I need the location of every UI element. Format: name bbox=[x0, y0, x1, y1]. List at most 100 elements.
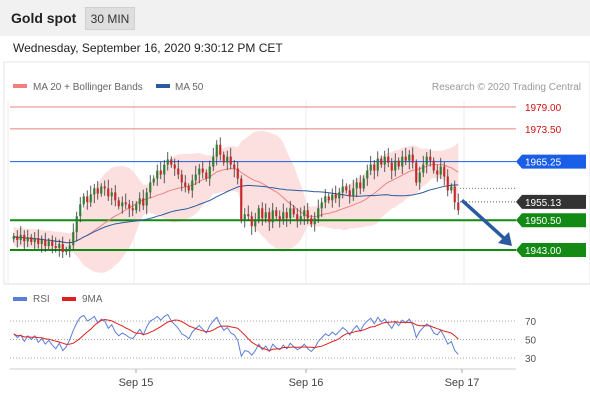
x-tick-label: Sep 15 bbox=[119, 377, 154, 389]
candle-body bbox=[152, 178, 155, 183]
ma50-legend-swatch bbox=[156, 84, 170, 88]
instrument-title: Gold spot bbox=[11, 10, 77, 26]
candle-body bbox=[331, 194, 334, 201]
candle-body bbox=[429, 156, 432, 161]
candle-body bbox=[443, 166, 446, 177]
candles bbox=[12, 137, 460, 258]
candle-body bbox=[47, 241, 50, 247]
forecast-arrow-head bbox=[498, 232, 512, 247]
candle-body bbox=[411, 154, 414, 163]
candle-body bbox=[121, 202, 124, 207]
candle-body bbox=[422, 164, 425, 173]
candle-body bbox=[313, 218, 316, 225]
candle-body bbox=[394, 160, 397, 171]
candle-body bbox=[75, 216, 78, 233]
candle-body bbox=[170, 159, 173, 165]
candle-body bbox=[212, 156, 215, 167]
rsi-ma-line bbox=[13, 318, 459, 352]
candle-body bbox=[51, 241, 54, 247]
candle-body bbox=[453, 186, 456, 203]
candle-body bbox=[425, 156, 428, 165]
candle-body bbox=[156, 170, 159, 179]
candle-body bbox=[243, 214, 246, 221]
candle-body bbox=[54, 246, 57, 249]
candle-body bbox=[58, 244, 61, 249]
level-label-1965.25: 1965.25 bbox=[525, 158, 562, 169]
candle-body bbox=[33, 238, 36, 243]
candle-body bbox=[142, 198, 145, 206]
candle-body bbox=[306, 210, 309, 219]
candle-body bbox=[278, 216, 281, 221]
candle-body bbox=[250, 216, 253, 227]
candle-body bbox=[40, 240, 43, 245]
candle-body bbox=[82, 196, 85, 205]
candle-body bbox=[397, 160, 400, 167]
candle-body bbox=[310, 218, 313, 225]
candle-body bbox=[226, 156, 229, 163]
candle-body bbox=[16, 236, 19, 241]
candle-body bbox=[208, 166, 211, 179]
candle-body bbox=[131, 208, 134, 211]
candle-body bbox=[401, 156, 404, 167]
bollinger-legend-swatch bbox=[13, 84, 27, 88]
candle-body bbox=[264, 212, 267, 219]
candle-body bbox=[292, 208, 295, 215]
candle-body bbox=[215, 144, 218, 157]
candle-body bbox=[317, 208, 320, 219]
candle-body bbox=[236, 168, 239, 179]
candle-body bbox=[19, 234, 22, 241]
candle-body bbox=[93, 188, 96, 195]
candle-body bbox=[404, 156, 407, 161]
candle-body bbox=[369, 164, 372, 171]
candle-body bbox=[450, 186, 453, 191]
candle-body bbox=[100, 186, 103, 194]
candle-body bbox=[345, 186, 348, 191]
x-axis-ticks: Sep 15 Sep 16 Sep 17 bbox=[119, 369, 480, 389]
candle-body bbox=[390, 162, 393, 171]
candle-body bbox=[219, 144, 222, 155]
x-tick-label: Sep 16 bbox=[289, 377, 324, 389]
candle-body bbox=[282, 212, 285, 221]
candle-body bbox=[103, 186, 106, 189]
candle-body bbox=[163, 164, 166, 175]
candle-body bbox=[72, 232, 75, 246]
level-tag-1965.25 bbox=[516, 154, 586, 169]
candle-body bbox=[359, 182, 362, 189]
forecast-arrow bbox=[460, 199, 512, 247]
candle-body bbox=[355, 182, 358, 189]
rsi-legend-swatch bbox=[13, 297, 27, 301]
candle-body bbox=[324, 196, 327, 203]
candle-body bbox=[383, 156, 386, 165]
moving-averages bbox=[13, 163, 459, 244]
candle-body bbox=[166, 159, 169, 165]
bollinger-bands bbox=[13, 130, 459, 273]
candle-body bbox=[240, 178, 243, 221]
candle-body bbox=[380, 158, 383, 165]
candle-body bbox=[457, 202, 460, 211]
candle-body bbox=[366, 170, 369, 179]
candle-body bbox=[222, 154, 225, 163]
candle-body bbox=[320, 202, 323, 209]
candle-body bbox=[96, 188, 99, 194]
rsi-tick-30: 30 bbox=[525, 354, 537, 365]
rsi-ma-legend-swatch bbox=[62, 297, 76, 301]
candle-body bbox=[191, 180, 194, 191]
level-labels: 1979.00 1973.50 1965.25 1950.50 1943.00 1955.… bbox=[516, 103, 586, 257]
candle-body bbox=[275, 210, 278, 217]
last-price-label: 1955.13 bbox=[525, 198, 562, 209]
rsi-panel: 70 50 30 bbox=[10, 313, 537, 365]
rsi-legend-label: RSI bbox=[33, 294, 50, 305]
timeframe-button[interactable]: 30 MIN bbox=[85, 7, 135, 30]
candle-body bbox=[254, 220, 257, 227]
candle-body bbox=[289, 208, 292, 219]
ma50-legend-label: MA 50 bbox=[175, 82, 204, 93]
candle-body bbox=[79, 204, 82, 217]
candle-body bbox=[436, 170, 439, 175]
candle-body bbox=[26, 237, 29, 242]
level-label-1943.00: 1943.00 bbox=[525, 246, 562, 257]
x-tick-label: Sep 17 bbox=[445, 377, 480, 389]
candle-body bbox=[68, 245, 71, 250]
candle-body bbox=[177, 168, 180, 175]
rsi-tick-70: 70 bbox=[525, 317, 537, 328]
candle-body bbox=[285, 212, 288, 219]
